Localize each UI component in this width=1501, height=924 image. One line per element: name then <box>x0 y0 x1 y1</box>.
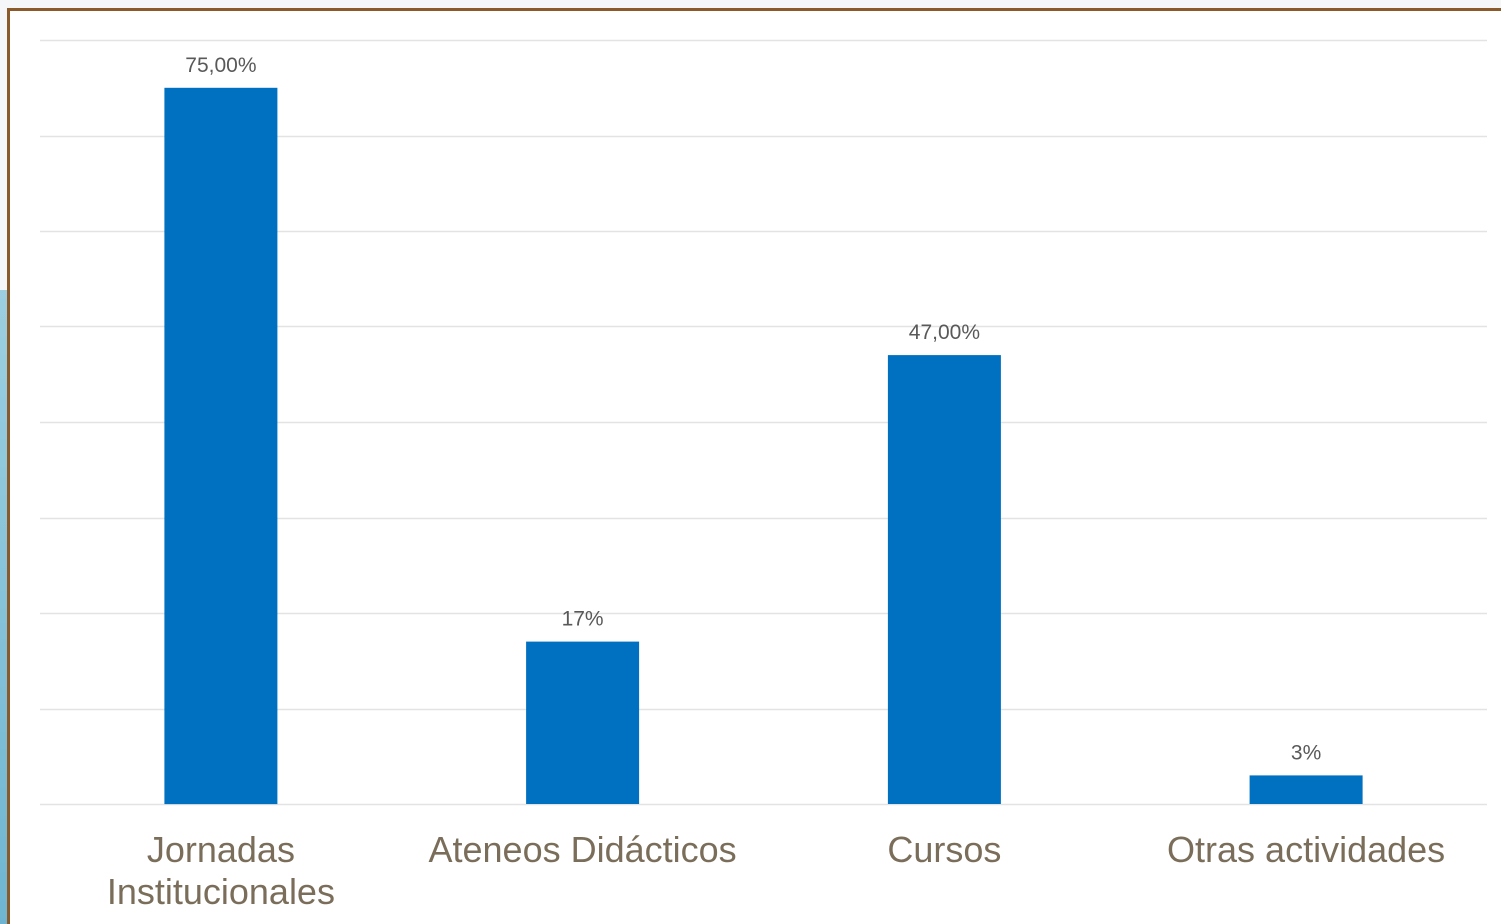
gridlines <box>40 39 1487 806</box>
category-label: Ateneos Didácticos <box>429 829 737 870</box>
data-label: 75,00% <box>185 54 256 77</box>
category-label: Jornadas <box>147 829 295 870</box>
data-labels: 75,00% 17% 47,00% 3% <box>185 54 1321 765</box>
category-label: Institucionales <box>107 871 335 912</box>
bars <box>164 87 1363 805</box>
category-label: Otras actividades <box>1167 829 1445 870</box>
data-label: 17% <box>562 608 604 631</box>
bar <box>526 641 640 804</box>
bar <box>1249 775 1363 804</box>
bar <box>164 87 278 805</box>
category-label: Cursos <box>887 829 1001 870</box>
bar <box>887 355 1001 804</box>
data-label: 47,00% <box>909 321 980 344</box>
data-label: 3% <box>1291 741 1321 764</box>
